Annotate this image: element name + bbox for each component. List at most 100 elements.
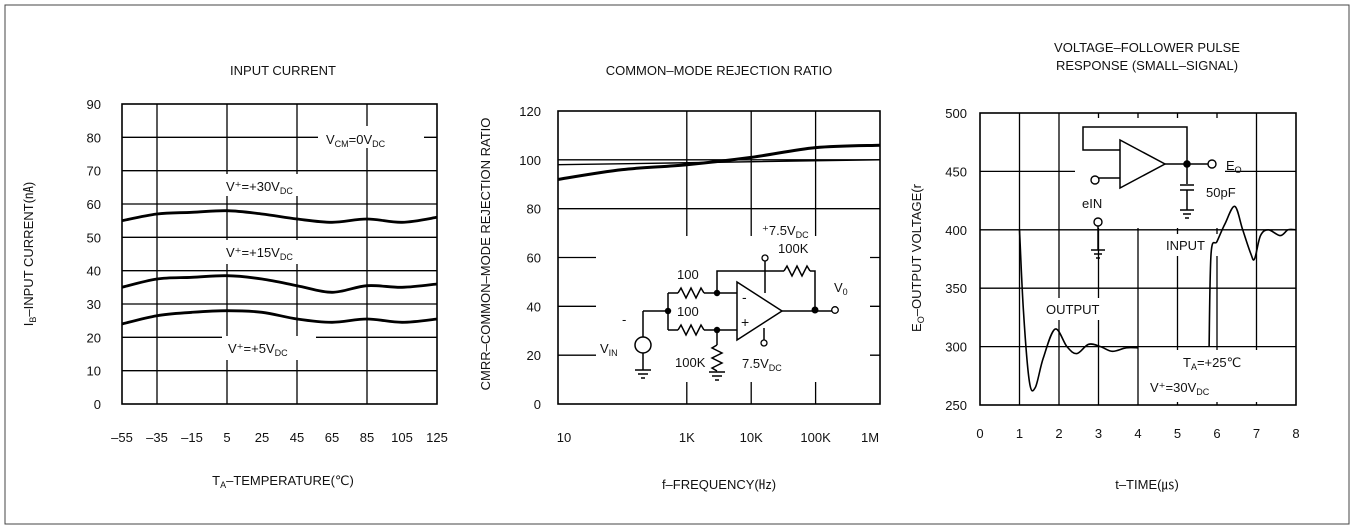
label-mask xyxy=(1160,234,1222,256)
signal-source xyxy=(634,336,652,354)
y-tick-label: 350 xyxy=(945,281,967,296)
input-voltage-label-part: V xyxy=(600,341,609,356)
opamp-minus-label: - xyxy=(742,289,747,305)
x-tick-label: 1K xyxy=(679,430,695,445)
y-tick-label: 80 xyxy=(87,130,101,145)
pulse-response-chart: VOLTAGE–FOLLOWER PULSE RESPONSE (SMALL–SI… xyxy=(909,40,1300,493)
x-tick-label: 100K xyxy=(800,430,831,445)
chart-title: COMMON–MODE REJECTION RATIO xyxy=(606,63,833,78)
input-voltage-label: VIN xyxy=(600,341,618,358)
x-tick-label: 4 xyxy=(1134,426,1141,441)
supply-terminal xyxy=(761,254,769,262)
input-terminal xyxy=(1090,175,1100,185)
y-tick-label: 120 xyxy=(519,104,541,119)
x-tick-label: 8 xyxy=(1292,426,1299,441)
y-tick-label: 90 xyxy=(87,97,101,112)
y-tick-label: 70 xyxy=(87,164,101,179)
series-line-output xyxy=(1018,229,1139,392)
x-axis-label-part: –TEMPERATURE(℃) xyxy=(226,473,354,488)
y-axis-label-part: –INPUT CURRENT(㎁) xyxy=(21,182,36,317)
annotation-vcm-part: CM xyxy=(335,139,349,149)
annotation-vcm-part: DC xyxy=(372,139,385,149)
y-tick-label: 80 xyxy=(527,202,541,217)
resistor-top xyxy=(677,286,705,300)
y-axis-label-part: O xyxy=(916,316,926,323)
ambient-temp-label-part: =+25℃ xyxy=(1197,355,1241,370)
supply-positive-label: ⁺7.5VDC xyxy=(762,223,809,240)
x-tick-label: –15 xyxy=(181,430,203,445)
annotation-series-15v-part: DC xyxy=(280,252,293,262)
y-axis-label: IB–INPUT CURRENT(㎁) xyxy=(21,182,38,326)
y-tick-label: 50 xyxy=(87,230,101,245)
junction-dot xyxy=(713,289,721,297)
chart-title-line1: VOLTAGE–FOLLOWER PULSE xyxy=(1054,40,1240,55)
x-tick-label: 10K xyxy=(740,430,763,445)
series-line-0 xyxy=(121,209,438,224)
input-current-chart: INPUT CURRENT –55 –35 –15 5 25 45 65 85 105 125 90 8… xyxy=(21,63,448,490)
y-tick-label: 0 xyxy=(534,397,541,412)
annotation-vcm-part: =0V xyxy=(349,132,373,147)
y-tick-label: 20 xyxy=(527,348,541,363)
x-axis-label-part: A xyxy=(220,480,226,490)
annotation-series-5v-part: DC xyxy=(275,348,288,358)
x-tick-label: 125 xyxy=(426,430,448,445)
junction-dot xyxy=(811,306,819,314)
label-mask xyxy=(1040,298,1114,320)
x-axis-label: t–TIME(㎲) xyxy=(1115,477,1179,493)
ground-symbol xyxy=(635,369,651,379)
x-axis-label: TA–TEMPERATURE(℃) xyxy=(212,473,354,490)
output-terminal xyxy=(1207,159,1217,169)
input-series-label: INPUT xyxy=(1166,238,1205,253)
series-line-1 xyxy=(557,159,881,166)
opamp-plus-label: + xyxy=(741,314,749,330)
y-tick-label: 100 xyxy=(519,153,541,168)
ambient-temp-label-part: A xyxy=(1191,362,1197,372)
y-tick-label: 60 xyxy=(87,197,101,212)
y-axis-label: EO–OUTPUT VOLTAGE(r xyxy=(909,183,926,332)
x-tick-label: 0 xyxy=(976,426,983,441)
y-tick-label: 40 xyxy=(87,264,101,279)
chart-title: INPUT CURRENT xyxy=(230,63,336,78)
circuit-mask xyxy=(596,236,870,382)
annotation-vcm-part: V xyxy=(326,132,335,147)
annotation-series-30v-part: V⁺=+30V xyxy=(226,179,280,194)
output-voltage-label-part: 0 xyxy=(843,287,848,297)
ground-symbol xyxy=(1180,209,1194,219)
label-mask xyxy=(220,240,330,264)
series-line-1 xyxy=(121,274,438,294)
plot-frame xyxy=(557,110,881,405)
supply-terminal xyxy=(760,339,768,347)
series-line-2 xyxy=(121,309,438,326)
x-tick-label: –35 xyxy=(146,430,168,445)
feedback-resistor-label: 100K xyxy=(778,241,809,256)
y-tick-label: 500 xyxy=(945,106,967,121)
x-tick-label: –55 xyxy=(111,430,133,445)
y-tick-label: 20 xyxy=(87,330,101,345)
ambient-temp-label-part: T xyxy=(1183,355,1191,370)
cmrr-chart: COMMON–MODE REJECTION RATIO 10 1K 10K 100K 1M… xyxy=(478,63,881,492)
resistor-feedback xyxy=(783,264,811,278)
annotation-series-30v-part: DC xyxy=(280,186,293,196)
output-series-label: OUTPUT xyxy=(1046,302,1100,317)
y-tick-label: 10 xyxy=(87,364,101,379)
x-tick-label: 45 xyxy=(290,430,304,445)
eo-label: EO xyxy=(1226,158,1242,175)
supply-negative-label: 7.5VDC xyxy=(742,356,782,373)
wire xyxy=(1082,126,1188,164)
annotation-series-30v: V⁺=+30VDC xyxy=(226,179,293,196)
supply-positive-label-part: DC xyxy=(796,230,809,240)
supply-positive-label-part: ⁺7.5V xyxy=(762,223,796,238)
annotation-vcm: VCM=0VDC xyxy=(326,132,386,149)
label-mask xyxy=(1140,350,1260,402)
input-resistor-middle-label: 100 xyxy=(677,304,699,319)
annotation-series-15v-part: V⁺=+15V xyxy=(226,245,280,260)
chart-title-line2: RESPONSE (SMALL–SIGNAL) xyxy=(1056,58,1238,73)
y-tick-label: 300 xyxy=(945,340,967,355)
supply-negative-label-part: 7.5V xyxy=(742,356,769,371)
y-axis-label: CMRR–COMMON–MODE REJECTION RATIO xyxy=(478,118,493,391)
x-axis-label: f–FREQUENCY(㎐) xyxy=(662,477,776,492)
y-tick-label: 40 xyxy=(527,299,541,314)
circuit-mask xyxy=(1075,118,1225,228)
y-axis-label-part: I xyxy=(21,323,36,327)
